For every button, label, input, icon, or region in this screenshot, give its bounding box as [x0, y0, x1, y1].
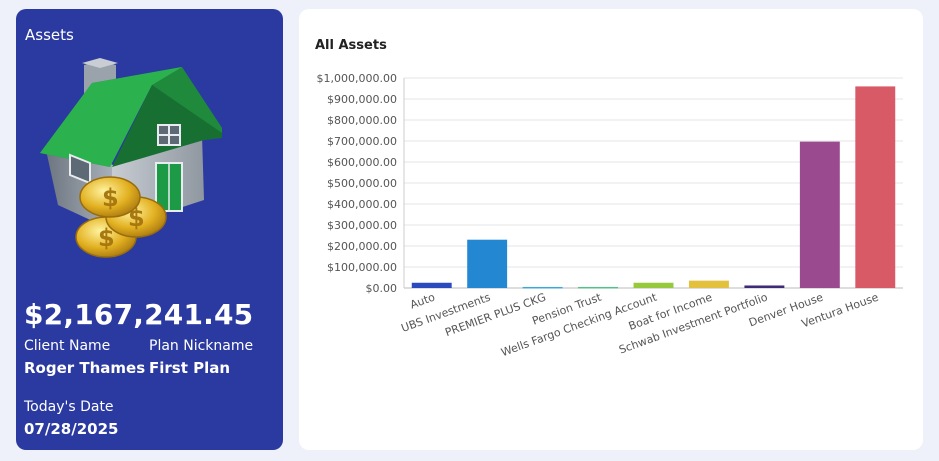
- y-tick-label: $900,000.00: [327, 93, 397, 106]
- bar[interactable]: [411, 282, 452, 288]
- card-title: Assets: [25, 26, 74, 44]
- bar[interactable]: [799, 141, 840, 288]
- bar[interactable]: [578, 286, 619, 289]
- y-tick-label: $200,000.00: [327, 240, 397, 253]
- house-coins-icon: $ $ $: [40, 58, 222, 258]
- total-assets-value: $2,167,241.45: [24, 298, 254, 331]
- todays-date-value: 07/28/2025: [24, 420, 119, 438]
- y-tick-label: $700,000.00: [327, 135, 397, 148]
- plan-nickname-value: First Plan: [149, 359, 231, 377]
- todays-date-label: Today's Date: [24, 399, 114, 415]
- bar[interactable]: [522, 286, 563, 289]
- y-tick-label: $1,000,000.00: [317, 72, 397, 85]
- x-tick-label: Auto: [408, 291, 437, 312]
- y-tick-label: $100,000.00: [327, 261, 397, 274]
- assets-summary-card: Assets $ $ $ $2,167,241.45 Client N: [16, 9, 283, 450]
- y-tick-label: $600,000.00: [327, 156, 397, 169]
- y-tick-label: $400,000.00: [327, 198, 397, 211]
- svg-text:$: $: [98, 224, 115, 252]
- bar[interactable]: [744, 285, 785, 288]
- y-tick-label: $800,000.00: [327, 114, 397, 127]
- chart-title: All Assets: [315, 38, 387, 53]
- bar[interactable]: [855, 86, 896, 289]
- bar[interactable]: [633, 282, 674, 288]
- y-tick-label: $500,000.00: [327, 177, 397, 190]
- y-tick-label: $300,000.00: [327, 219, 397, 232]
- bar-chart: $0.00 $100,000.00 $200,000.00 $300,000.00 $4…: [317, 72, 903, 359]
- client-name-value: Roger Thames: [24, 359, 146, 377]
- y-tick-label: $0.00: [366, 282, 398, 295]
- all-assets-chart-card: All Assets $0.00 $100,000.00 $200,000.00 $3…: [299, 9, 923, 450]
- bar[interactable]: [467, 239, 508, 288]
- plan-nickname-label: Plan Nickname: [149, 338, 254, 354]
- bar[interactable]: [688, 280, 729, 288]
- client-name-label: Client Name: [24, 338, 111, 354]
- svg-text:$: $: [102, 184, 119, 212]
